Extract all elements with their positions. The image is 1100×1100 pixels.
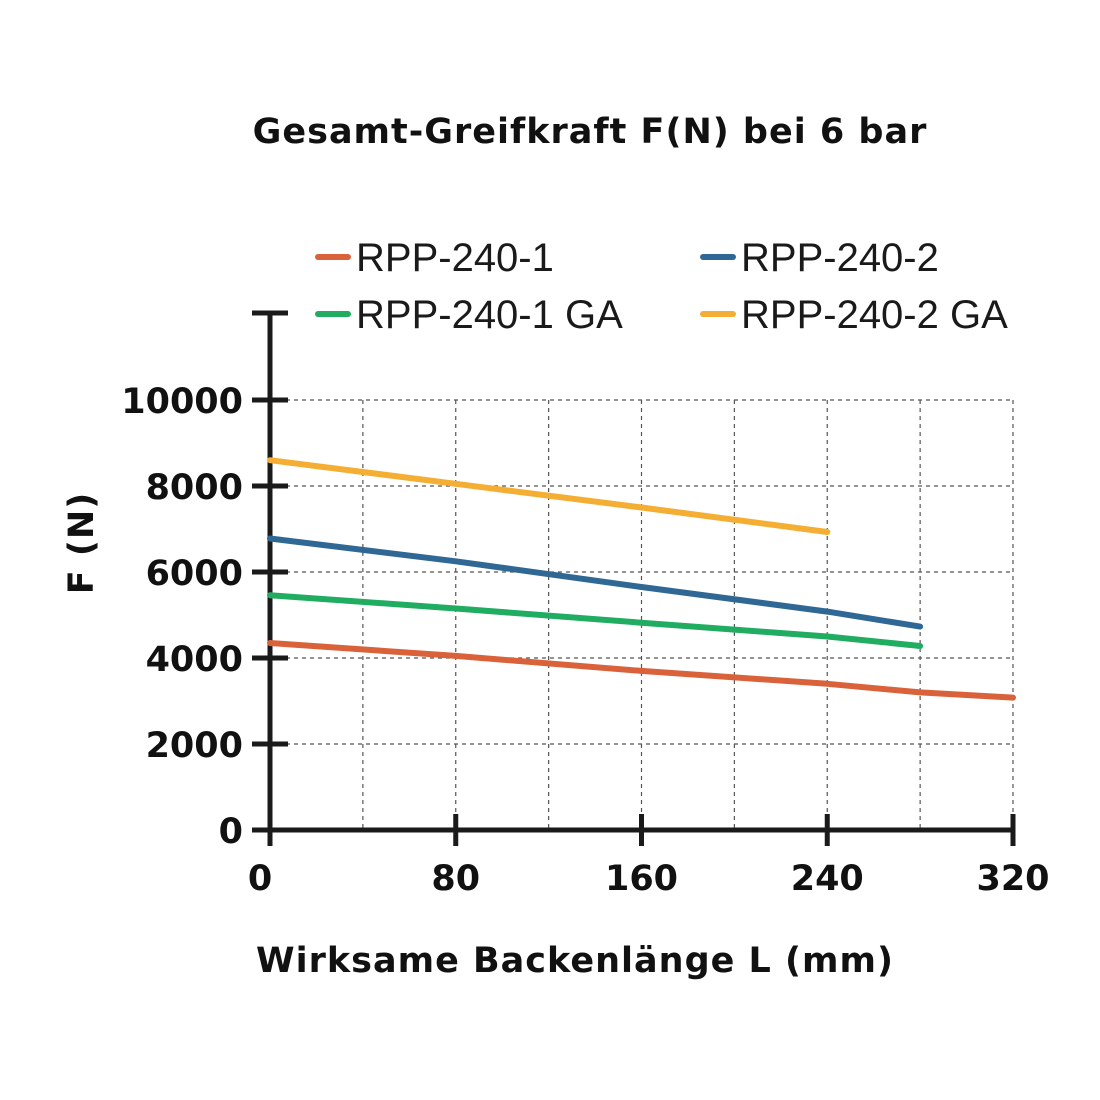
series-line-rpp-240-2-ga xyxy=(267,457,831,535)
legend: RPP-240-1 RPP-240-2 RPP-240-1 GA RPP-240-2 … xyxy=(315,236,1008,337)
series-line-rpp-240-2 xyxy=(267,535,924,630)
legend-entry: RPP-240-2 xyxy=(700,236,939,280)
y-tick-label: 0 xyxy=(219,812,243,852)
x-tick-label: 80 xyxy=(431,859,480,899)
y-tick-label: 6000 xyxy=(146,554,243,594)
x-axis-title: Wirksame Backenlänge L (mm) xyxy=(256,941,894,981)
chart-title: Gesamt-Greifkraft F(N) bei 6 bar xyxy=(253,112,928,152)
legend-entry: RPP-240-2 GA xyxy=(700,293,1008,337)
legend-label: RPP-240-1 GA xyxy=(356,293,623,337)
legend-entry: RPP-240-1 xyxy=(315,236,554,280)
legend-label: RPP-240-2 GA xyxy=(741,293,1008,337)
tick-labels: 0 2000 4000 6000 8000 10000 0 80 160 240 320 xyxy=(121,382,1049,899)
x-tick-label: 160 xyxy=(605,859,678,899)
y-tick-label: 8000 xyxy=(146,468,243,508)
x-tick-label: 320 xyxy=(976,859,1049,899)
y-tick-label: 2000 xyxy=(146,726,243,766)
series-line-rpp-240-1-ga xyxy=(267,592,924,649)
x-tick-label: 0 xyxy=(248,859,272,899)
y-axis-title: F (N) xyxy=(62,492,102,594)
y-tick-label: 10000 xyxy=(121,382,243,422)
legend-label: RPP-240-1 xyxy=(356,236,554,280)
x-tick-label: 240 xyxy=(791,859,864,899)
y-tick-label: 4000 xyxy=(146,640,243,680)
legend-entry: RPP-240-1 GA xyxy=(315,293,623,337)
series-lines xyxy=(267,457,1016,701)
gridlines xyxy=(270,399,1014,830)
legend-label: RPP-240-2 xyxy=(741,236,939,280)
series-line-rpp-240-1 xyxy=(267,640,1016,701)
axes xyxy=(252,310,1016,846)
